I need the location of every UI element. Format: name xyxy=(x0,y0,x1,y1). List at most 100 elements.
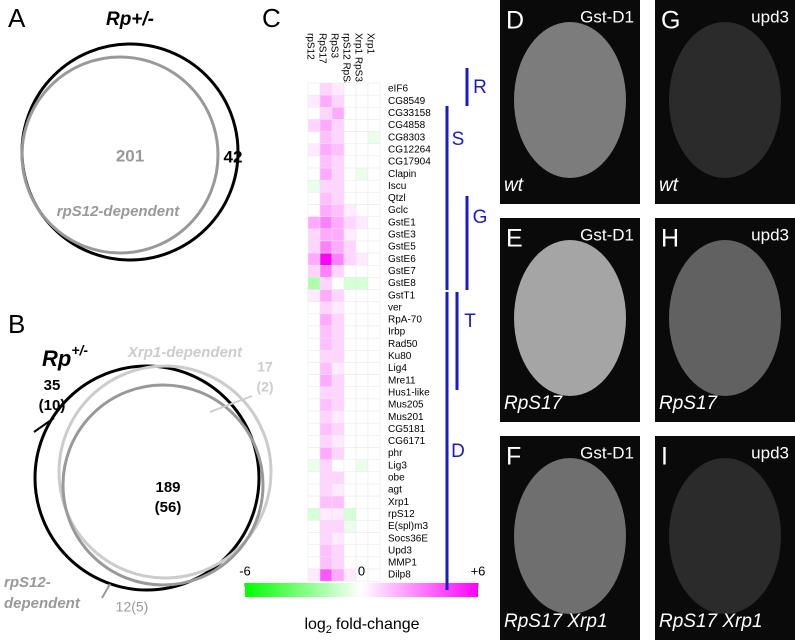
row-label: MMP1 xyxy=(388,558,417,569)
heat-cell xyxy=(343,192,357,205)
heat-cell xyxy=(355,240,369,254)
heat-cell xyxy=(355,459,369,473)
heat-cell xyxy=(355,228,369,242)
heat-cell xyxy=(331,410,345,424)
venn-circle xyxy=(20,55,220,255)
heat-cell xyxy=(307,228,321,242)
heat-cell xyxy=(367,240,381,254)
heat-cell xyxy=(319,313,333,327)
row-label: Qtzl xyxy=(388,193,406,204)
label-main: log xyxy=(304,616,325,633)
heat-cell xyxy=(343,265,357,278)
heat-cell xyxy=(307,107,321,120)
row-label: CG12264 xyxy=(388,144,431,155)
venn-label: dependent xyxy=(4,595,81,612)
genotype-label: RpS17 Xrp1 xyxy=(504,611,608,632)
heat-cell xyxy=(367,301,381,315)
heat-cell xyxy=(355,143,369,157)
heat-cell xyxy=(319,410,333,424)
heat-cell xyxy=(307,483,321,497)
heat-cell xyxy=(331,398,345,412)
heat-cell xyxy=(307,544,321,558)
heat-cell xyxy=(319,544,333,558)
heat-cell xyxy=(307,179,321,193)
row-label: CG8303 xyxy=(388,132,426,143)
heat-cell xyxy=(331,192,345,205)
micrographs: D Gst-D1 wt G upd3 wt E Gst-D1 RpS17 H upd3 RpS17 F G… xyxy=(500,0,795,640)
heat-cell xyxy=(355,107,369,120)
heat-cell xyxy=(307,265,321,278)
heatmap: rpS12 RpS17 RpS3 rpS12 RpS3 Xrp1 RpS3 Xrp1eIF… xyxy=(239,33,487,587)
venn-label: rpS12-dependent xyxy=(57,203,181,220)
heat-cell xyxy=(331,544,345,558)
heat-cell xyxy=(307,508,321,521)
heat-cell xyxy=(367,483,381,497)
heat-cell xyxy=(355,544,369,558)
venn-title: Rp+/- xyxy=(42,342,88,371)
heat-cell xyxy=(319,240,333,254)
heat-cell xyxy=(343,568,357,582)
heat-cell xyxy=(343,447,357,460)
heat-cell xyxy=(367,119,381,132)
heat-cell xyxy=(331,131,345,145)
heat-cell xyxy=(319,483,333,497)
heat-cell xyxy=(331,82,345,96)
heat-cell xyxy=(307,520,321,533)
heat-cell xyxy=(319,447,333,460)
heat-cell xyxy=(331,240,345,254)
label-sub: 2 xyxy=(326,624,332,636)
heat-cell xyxy=(355,532,369,545)
heat-cell xyxy=(319,277,333,290)
heat-cell xyxy=(307,556,321,570)
heat-cell xyxy=(307,240,321,254)
heat-cell xyxy=(331,386,345,400)
heat-cell xyxy=(307,94,321,108)
heat-cell xyxy=(331,119,345,132)
row-label: Clapin xyxy=(388,169,416,180)
heat-cell xyxy=(331,471,345,485)
heat-cell xyxy=(319,107,333,120)
heat-cell xyxy=(343,520,357,533)
heat-cell xyxy=(343,422,357,436)
heat-cell xyxy=(367,435,381,448)
heat-cell xyxy=(367,204,381,217)
heat-cell xyxy=(343,119,357,132)
heat-cell xyxy=(355,277,369,290)
heat-cell xyxy=(343,167,357,181)
heat-cell xyxy=(355,216,369,230)
heat-cell xyxy=(367,131,381,145)
heat-cell xyxy=(319,228,333,242)
heat-cell xyxy=(343,143,357,157)
leader xyxy=(101,583,111,599)
heat-cell xyxy=(355,131,369,145)
heat-cell xyxy=(307,143,321,157)
heat-cell xyxy=(331,94,345,108)
row-label: CG5181 xyxy=(388,424,426,435)
heat-cell xyxy=(331,459,345,473)
genotype-label: wt xyxy=(659,175,679,196)
heat-cell xyxy=(343,435,357,448)
row-label: Xrp1 xyxy=(388,497,410,508)
heat-cell xyxy=(367,228,381,242)
heat-cell xyxy=(319,374,333,388)
heat-cell xyxy=(367,337,381,351)
heat-cell xyxy=(331,532,345,545)
row-label: Socs36E xyxy=(388,533,428,544)
heat-cell xyxy=(307,192,321,205)
venn-label: rpS12- xyxy=(4,574,51,591)
colorbar-tick-label: +6 xyxy=(471,563,486,578)
heat-cell xyxy=(307,386,321,400)
heat-cell xyxy=(319,422,333,436)
column-label: Xrp1 xyxy=(364,33,375,55)
venn-count: 189 xyxy=(155,479,180,496)
heat-cell xyxy=(319,556,333,570)
heat-cell xyxy=(367,398,381,412)
heat-cell xyxy=(355,447,369,460)
genotype-label: RpS17 xyxy=(659,393,719,414)
heat-cell xyxy=(307,459,321,473)
heat-cell xyxy=(331,107,345,120)
heat-cell xyxy=(355,410,369,424)
heat-cell xyxy=(355,94,369,108)
row-label: Hus1-like xyxy=(388,387,430,398)
